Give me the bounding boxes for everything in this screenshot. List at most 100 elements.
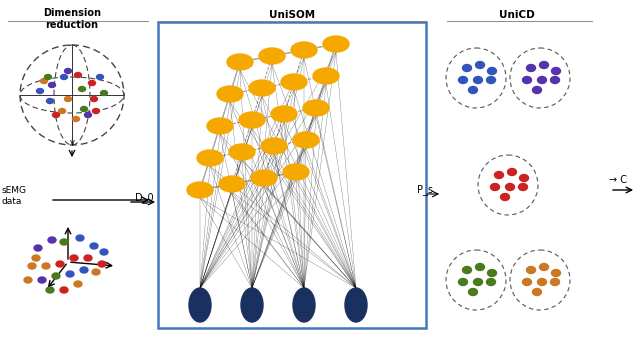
Ellipse shape xyxy=(490,184,499,191)
Ellipse shape xyxy=(271,106,297,122)
Ellipse shape xyxy=(463,65,472,71)
Ellipse shape xyxy=(92,269,100,275)
Ellipse shape xyxy=(458,76,467,84)
Ellipse shape xyxy=(261,138,287,154)
Ellipse shape xyxy=(229,144,255,160)
Ellipse shape xyxy=(323,36,349,52)
Ellipse shape xyxy=(522,279,531,286)
Text: UniSOM: UniSOM xyxy=(269,10,315,20)
Text: → C: → C xyxy=(609,175,627,185)
Ellipse shape xyxy=(100,249,108,255)
Ellipse shape xyxy=(495,171,504,178)
Ellipse shape xyxy=(88,81,95,85)
Ellipse shape xyxy=(49,83,56,87)
Ellipse shape xyxy=(500,194,509,201)
Ellipse shape xyxy=(74,73,81,77)
Ellipse shape xyxy=(28,263,36,269)
Ellipse shape xyxy=(197,150,223,166)
Ellipse shape xyxy=(24,277,32,283)
Ellipse shape xyxy=(293,132,319,148)
Ellipse shape xyxy=(93,109,99,113)
Ellipse shape xyxy=(80,267,88,273)
Ellipse shape xyxy=(84,255,92,261)
Ellipse shape xyxy=(527,65,536,71)
Text: UniCD: UniCD xyxy=(499,10,535,20)
Ellipse shape xyxy=(42,263,50,269)
Ellipse shape xyxy=(508,169,516,176)
Ellipse shape xyxy=(239,112,265,128)
Ellipse shape xyxy=(90,243,98,249)
Text: P_s: P_s xyxy=(417,185,433,195)
Ellipse shape xyxy=(45,75,51,79)
Ellipse shape xyxy=(259,48,285,64)
Text: sEMG
data: sEMG data xyxy=(2,186,27,206)
Ellipse shape xyxy=(56,261,64,267)
Text: Dimension
reduction: Dimension reduction xyxy=(43,8,101,29)
Ellipse shape xyxy=(488,270,497,277)
Ellipse shape xyxy=(189,288,211,322)
Ellipse shape xyxy=(506,184,515,191)
Ellipse shape xyxy=(52,112,60,118)
Text: v: v xyxy=(70,138,74,147)
Ellipse shape xyxy=(488,68,497,75)
Ellipse shape xyxy=(283,164,309,180)
Ellipse shape xyxy=(58,109,65,113)
Ellipse shape xyxy=(98,261,106,267)
Ellipse shape xyxy=(313,68,339,84)
Ellipse shape xyxy=(219,176,245,192)
Ellipse shape xyxy=(34,245,42,251)
Ellipse shape xyxy=(468,288,477,296)
Ellipse shape xyxy=(532,86,541,93)
Ellipse shape xyxy=(72,117,79,121)
Ellipse shape xyxy=(345,288,367,322)
Ellipse shape xyxy=(52,273,60,279)
Ellipse shape xyxy=(474,279,483,286)
Ellipse shape xyxy=(32,255,40,261)
Ellipse shape xyxy=(47,99,54,103)
Ellipse shape xyxy=(48,237,56,243)
Ellipse shape xyxy=(76,235,84,241)
Ellipse shape xyxy=(540,263,548,271)
Ellipse shape xyxy=(552,68,561,75)
Ellipse shape xyxy=(468,86,477,93)
Bar xyxy=(158,22,426,328)
Ellipse shape xyxy=(538,279,547,286)
Ellipse shape xyxy=(65,68,72,74)
Ellipse shape xyxy=(70,255,78,261)
Ellipse shape xyxy=(36,88,44,93)
Ellipse shape xyxy=(249,80,275,96)
Ellipse shape xyxy=(90,96,97,102)
Ellipse shape xyxy=(486,76,495,84)
Ellipse shape xyxy=(538,76,547,84)
Ellipse shape xyxy=(291,42,317,58)
Ellipse shape xyxy=(527,266,536,273)
Ellipse shape xyxy=(38,277,46,283)
Ellipse shape xyxy=(251,170,277,186)
Ellipse shape xyxy=(522,76,531,84)
Ellipse shape xyxy=(74,281,82,287)
Ellipse shape xyxy=(97,75,104,79)
Ellipse shape xyxy=(476,61,484,68)
Ellipse shape xyxy=(187,182,213,198)
Ellipse shape xyxy=(303,100,329,116)
Ellipse shape xyxy=(550,76,559,84)
Ellipse shape xyxy=(486,279,495,286)
Ellipse shape xyxy=(474,76,483,84)
Ellipse shape xyxy=(532,288,541,296)
Text: D_0: D_0 xyxy=(136,193,154,203)
Ellipse shape xyxy=(550,279,559,286)
Ellipse shape xyxy=(81,107,88,111)
Ellipse shape xyxy=(281,74,307,90)
Ellipse shape xyxy=(463,266,472,273)
Ellipse shape xyxy=(540,61,548,68)
Ellipse shape xyxy=(458,279,467,286)
Ellipse shape xyxy=(518,184,527,191)
Ellipse shape xyxy=(46,287,54,293)
Ellipse shape xyxy=(293,288,315,322)
Ellipse shape xyxy=(66,271,74,277)
Ellipse shape xyxy=(40,78,47,84)
Ellipse shape xyxy=(476,263,484,271)
Ellipse shape xyxy=(100,91,108,95)
Ellipse shape xyxy=(65,96,72,102)
Ellipse shape xyxy=(207,118,233,134)
